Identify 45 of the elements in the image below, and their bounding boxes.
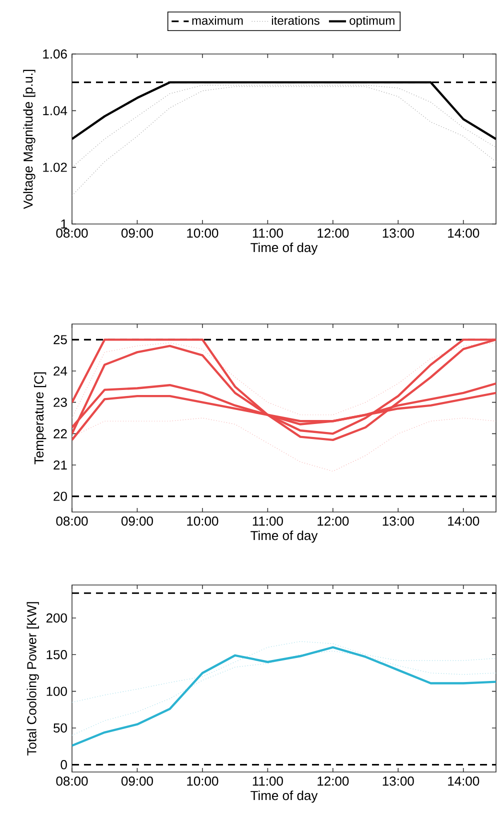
x-tick-label: 13:00 xyxy=(382,776,414,786)
x-tick-label: 13:00 xyxy=(382,228,414,238)
x-tick-label: 08:00 xyxy=(56,516,88,526)
y-tick-label: 150 xyxy=(46,650,67,660)
x-axis-title: Time of day xyxy=(250,530,318,543)
x-tick-label: 11:00 xyxy=(252,516,283,526)
x-tick-label: 10:00 xyxy=(187,516,218,526)
y-tick-label: 20 xyxy=(54,492,67,501)
y-tick-label: 25 xyxy=(54,335,67,344)
y-tick-label: 1.02 xyxy=(43,162,67,172)
y-tick-label: 21 xyxy=(54,460,67,470)
y-axis-title: Total Cooloing Power [KW] xyxy=(26,602,39,756)
x-tick-label: 11:00 xyxy=(252,776,283,786)
y-tick-label: 22 xyxy=(54,429,67,438)
y-tick-label: 100 xyxy=(46,686,67,696)
x-tick-label: 14:00 xyxy=(448,776,480,786)
x-tick-label: 10:00 xyxy=(187,228,218,238)
x-tick-label: 09:00 xyxy=(121,516,153,526)
x-tick-label: 14:00 xyxy=(448,516,480,526)
x-tick-label: 14:00 xyxy=(448,228,480,238)
x-tick-label: 12:00 xyxy=(318,776,349,786)
x-axis-title: Time of day xyxy=(250,790,318,803)
x-tick-label: 09:00 xyxy=(121,228,153,238)
x-tick-label: 08:00 xyxy=(56,228,88,238)
y-tick-label: 1.04 xyxy=(43,106,68,116)
y-axis-title: Voltage Magnitude [p.u.] xyxy=(23,70,36,210)
y-tick-label: 1.06 xyxy=(43,49,67,59)
y-tick-label: 200 xyxy=(46,613,67,623)
y-tick-label: 1 xyxy=(61,220,67,228)
x-tick-label: 11:00 xyxy=(252,228,283,238)
y-axis-title: Temperature [C] xyxy=(34,372,46,464)
legend-label: iterations xyxy=(272,16,320,25)
x-tick-label: 09:00 xyxy=(121,776,153,786)
x-tick-label: 08:00 xyxy=(56,776,88,786)
y-tick-label: 23 xyxy=(54,398,67,407)
y-tick-label: 24 xyxy=(54,366,68,376)
legend-label: optimum xyxy=(350,16,394,28)
y-tick-label: 0 xyxy=(60,760,67,770)
x-axis-title: Time of day xyxy=(250,242,318,255)
legend-label: maximum xyxy=(192,16,243,25)
x-tick-label: 13:00 xyxy=(382,516,414,526)
y-tick-label: 50 xyxy=(54,723,67,733)
x-tick-label: 12:00 xyxy=(318,228,349,238)
x-tick-label: 12:00 xyxy=(318,516,349,526)
x-tick-label: 10:00 xyxy=(187,776,218,786)
